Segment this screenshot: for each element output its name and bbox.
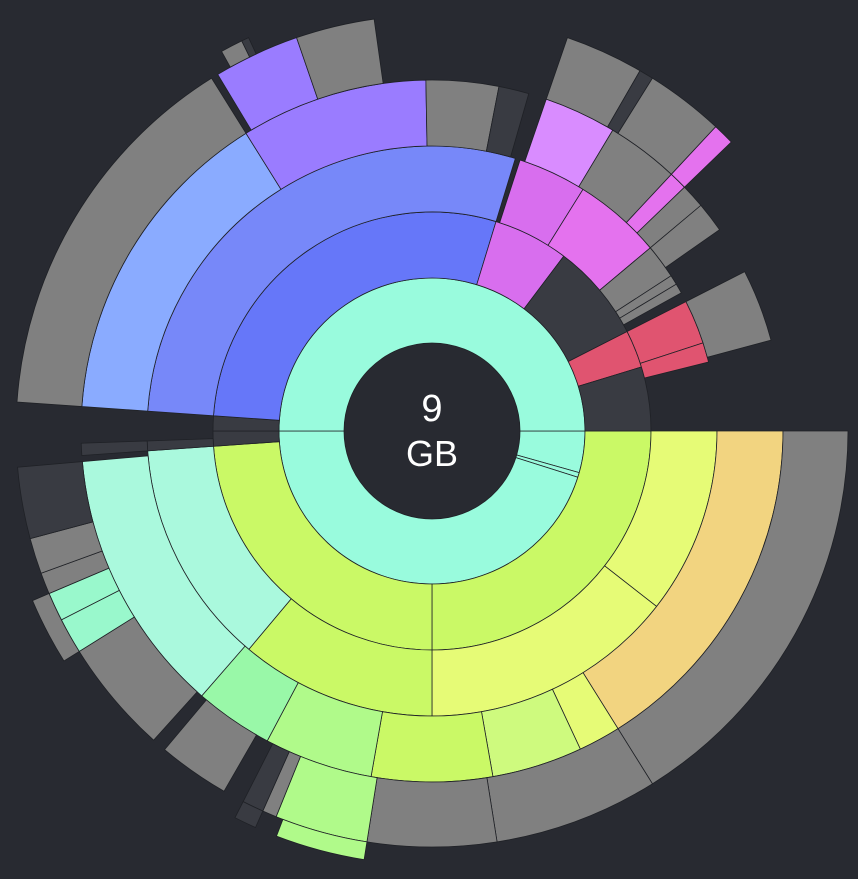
ring-4-segment-4[interactable] (370, 711, 494, 783)
ring-4-segment-17[interactable] (649, 204, 721, 269)
ring-4-segment-12[interactable] (485, 85, 530, 158)
ring-5-segment-14[interactable] (16, 77, 247, 407)
ring-5-segment-7[interactable] (164, 699, 258, 792)
ring-2-segment-9[interactable] (577, 366, 652, 432)
ring-5-segment-13[interactable] (17, 461, 94, 540)
ring-5-segment-16[interactable] (296, 18, 384, 100)
ring-5-segment-20[interactable] (670, 126, 732, 188)
ring-4-segment-8[interactable] (80, 440, 149, 456)
ring-5-segment-3[interactable] (366, 777, 498, 848)
ring-3-segment-11[interactable] (619, 283, 682, 326)
ring-4-segment-11[interactable] (425, 79, 500, 152)
ring-6-segment-2[interactable] (234, 801, 264, 829)
ring-6-segment-5[interactable] (241, 37, 257, 58)
ring-4-segment-18[interactable] (685, 271, 772, 358)
center-disk (344, 343, 520, 519)
ring-6-segment-3[interactable] (31, 593, 80, 662)
ring-6-segment-1[interactable] (275, 818, 368, 861)
